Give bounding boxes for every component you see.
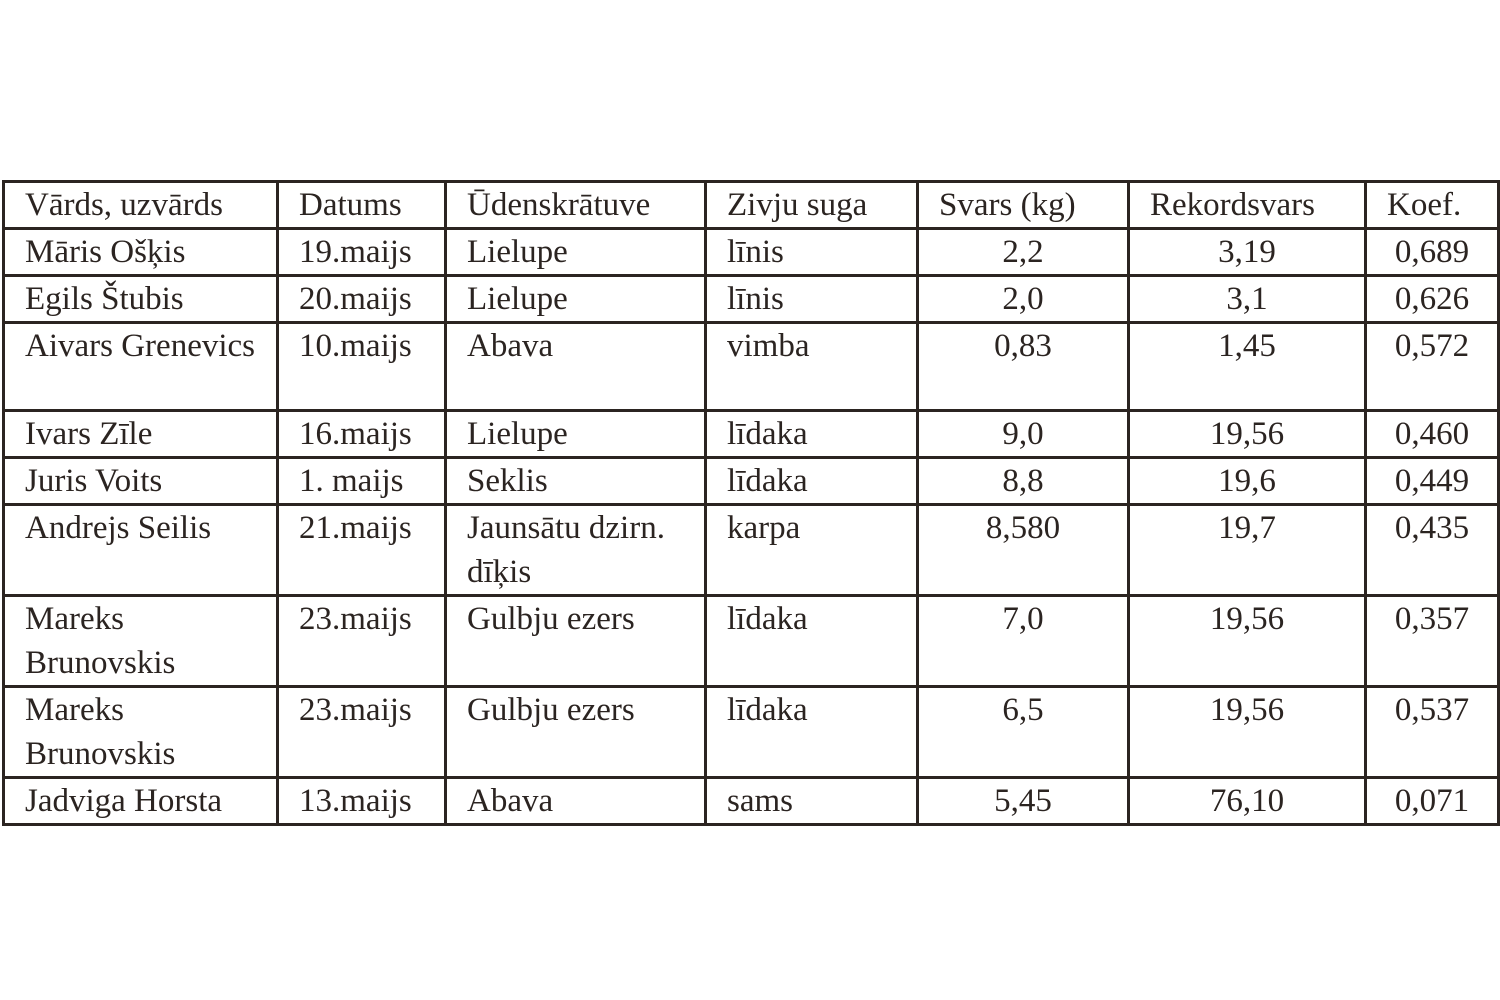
cell-waterbody: Lielupe [444, 274, 707, 324]
cell-weight: 7,0 [916, 594, 1130, 688]
cell-date: 10.maijs [276, 321, 447, 412]
cell-waterbody: Jaunsātu dzirn. dīķis [444, 503, 707, 597]
cell-record-weight: 19,56 [1127, 685, 1367, 779]
cell-waterbody: Abava [444, 321, 707, 412]
cell-record-weight: 19,6 [1127, 456, 1367, 506]
table-row: Mareks Brunovskis 23.maijs Gulbju ezers līd… [2, 594, 1500, 688]
cell-waterbody: Gulbju ezers [444, 685, 707, 779]
table-row: Māris Ošķis 19.maijs Lielupe līnis 2,2 3,19 0,… [2, 227, 1500, 277]
cell-coefficient: 0,071 [1364, 776, 1500, 826]
cell-coefficient: 0,449 [1364, 456, 1500, 506]
cell-species: līdaka [704, 456, 919, 506]
cell-weight: 5,45 [916, 776, 1130, 826]
table-row: Aivars Grenevics 10.maijs Abava vimba 0,83 1,… [2, 321, 1500, 412]
cell-date: 16.maijs [276, 409, 447, 459]
cell-record-weight: 1,45 [1127, 321, 1367, 412]
cell-coefficient: 0,435 [1364, 503, 1500, 597]
cell-date: 21.maijs [276, 503, 447, 597]
cell-weight: 8,8 [916, 456, 1130, 506]
table-row: Ivars Zīle 16.maijs Lielupe līdaka 9,0 19,56 0… [2, 409, 1500, 459]
header-coefficient: Koef. [1364, 180, 1500, 230]
cell-date: 23.maijs [276, 685, 447, 779]
table-row: Egils Štubis 20.maijs Lielupe līnis 2,0 3,1 0,… [2, 274, 1500, 324]
cell-species: sams [704, 776, 919, 826]
header-species: Zivju suga [704, 180, 919, 230]
cell-weight: 6,5 [916, 685, 1130, 779]
cell-date: 19.maijs [276, 227, 447, 277]
header-date: Datums [276, 180, 447, 230]
cell-record-weight: 19,56 [1127, 594, 1367, 688]
cell-name: Aivars Grenevics [2, 321, 279, 412]
cell-coefficient: 0,460 [1364, 409, 1500, 459]
cell-name: Jadviga Horsta [2, 776, 279, 826]
fishing-records-table: Vārds, uzvārds Datums Ūdenskrātuve Zivju… [2, 180, 1500, 826]
cell-record-weight: 3,19 [1127, 227, 1367, 277]
cell-waterbody: Gulbju ezers [444, 594, 707, 688]
cell-record-weight: 19,56 [1127, 409, 1367, 459]
cell-waterbody: Abava [444, 776, 707, 826]
table-row: Mareks Brunovskis 23.maijs Gulbju ezers līd… [2, 685, 1500, 779]
cell-waterbody: Seklis [444, 456, 707, 506]
cell-name: Mareks Brunovskis [2, 594, 279, 688]
cell-species: līdaka [704, 594, 919, 688]
cell-waterbody: Lielupe [444, 409, 707, 459]
cell-weight: 9,0 [916, 409, 1130, 459]
table-row: Jadviga Horsta 13.maijs Abava sams 5,45 76,10… [2, 776, 1500, 826]
cell-coefficient: 0,537 [1364, 685, 1500, 779]
cell-species: līnis [704, 227, 919, 277]
cell-date: 23.maijs [276, 594, 447, 688]
cell-name: Juris Voits [2, 456, 279, 506]
cell-name: Andrejs Seilis [2, 503, 279, 597]
cell-species: līdaka [704, 685, 919, 779]
cell-date: 20.maijs [276, 274, 447, 324]
cell-weight: 8,580 [916, 503, 1130, 597]
cell-species: vimba [704, 321, 919, 412]
cell-coefficient: 0,689 [1364, 227, 1500, 277]
table-row: Andrejs Seilis 21.maijs Jaunsātu dzirn. dī… [2, 503, 1500, 597]
header-waterbody: Ūdenskrātuve [444, 180, 707, 230]
cell-date: 1. maijs [276, 456, 447, 506]
cell-coefficient: 0,357 [1364, 594, 1500, 688]
header-name: Vārds, uzvārds [2, 180, 279, 230]
cell-species: līdaka [704, 409, 919, 459]
cell-record-weight: 3,1 [1127, 274, 1367, 324]
cell-weight: 2,0 [916, 274, 1130, 324]
cell-name: Ivars Zīle [2, 409, 279, 459]
header-record-weight: Rekordsvars [1127, 180, 1367, 230]
cell-date: 13.maijs [276, 776, 447, 826]
cell-weight: 0,83 [916, 321, 1130, 412]
header-row: Vārds, uzvārds Datums Ūdenskrātuve Zivju… [2, 180, 1500, 230]
cell-species: karpa [704, 503, 919, 597]
cell-coefficient: 0,626 [1364, 274, 1500, 324]
cell-coefficient: 0,572 [1364, 321, 1500, 412]
header-weight: Svars (kg) [916, 180, 1130, 230]
table-row: Juris Voits 1. maijs Seklis līdaka 8,8 19,6 0,… [2, 456, 1500, 506]
cell-name: Mareks Brunovskis [2, 685, 279, 779]
cell-record-weight: 19,7 [1127, 503, 1367, 597]
cell-name: Māris Ošķis [2, 227, 279, 277]
cell-species: līnis [704, 274, 919, 324]
cell-name: Egils Štubis [2, 274, 279, 324]
cell-waterbody: Lielupe [444, 227, 707, 277]
cell-record-weight: 76,10 [1127, 776, 1367, 826]
cell-weight: 2,2 [916, 227, 1130, 277]
